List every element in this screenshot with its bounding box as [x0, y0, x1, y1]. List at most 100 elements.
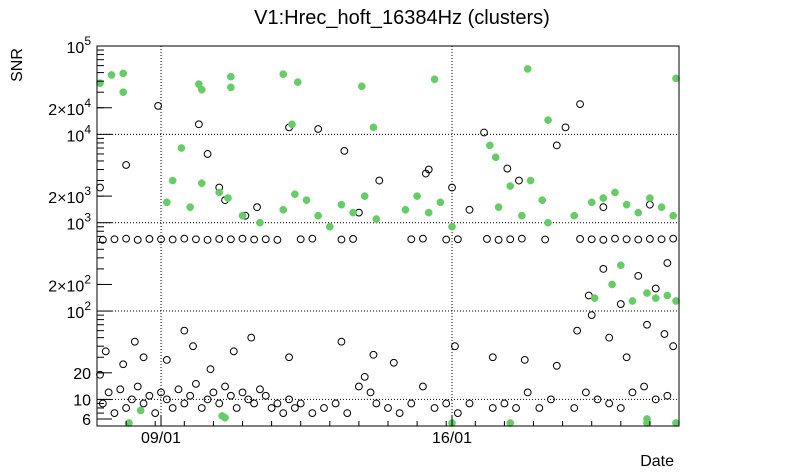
green-cluster-point — [136, 406, 145, 415]
green-cluster-point — [544, 116, 552, 124]
open-cluster-point — [576, 235, 584, 243]
open-cluster-point — [407, 399, 416, 408]
green-cluster-point — [663, 291, 672, 300]
open-cluster-point — [622, 353, 631, 362]
green-cluster-point — [506, 182, 515, 190]
open-cluster-point — [375, 176, 384, 185]
y-tick-label: 102 — [67, 299, 92, 322]
open-cluster-point — [186, 391, 195, 400]
open-cluster-point — [576, 100, 584, 108]
open-cluster-point — [424, 165, 433, 174]
open-cluster-point — [451, 342, 459, 351]
open-cluster-point — [552, 141, 561, 150]
open-cluster-point — [552, 361, 561, 370]
open-cluster-point — [122, 161, 130, 169]
open-cluster-point — [593, 395, 602, 404]
open-cluster-point — [314, 125, 323, 133]
green-cluster-point — [168, 176, 177, 185]
green-cluster-point — [221, 413, 229, 422]
chart-title: V1:Hrec_hoft_16384Hz (clusters) — [254, 7, 550, 29]
open-cluster-point — [157, 388, 165, 397]
open-cluster-point — [535, 404, 544, 412]
open-cluster-point — [145, 391, 154, 400]
y-tick-label: 20 — [73, 366, 91, 383]
green-cluster-point — [325, 222, 334, 231]
open-cluster-point — [308, 234, 317, 243]
open-cluster-point — [133, 382, 142, 391]
open-cluster-point — [261, 391, 270, 400]
open-cluster-point — [520, 355, 529, 364]
open-cluster-point — [162, 355, 171, 364]
open-cluster-point — [465, 205, 474, 214]
open-cluster-point — [407, 235, 416, 244]
open-cluster-point — [506, 235, 515, 244]
open-cluster-point — [151, 409, 160, 417]
x-tick-label: 16/01 — [432, 430, 472, 447]
open-cluster-point — [651, 284, 660, 293]
open-cluster-point — [605, 399, 614, 408]
green-cluster-point — [357, 82, 366, 91]
y-axis-label: SNR — [9, 48, 26, 82]
green-cluster-point — [486, 141, 494, 150]
green-cluster-point — [177, 144, 186, 152]
green-cluster-point — [119, 69, 128, 78]
open-cluster-point — [622, 235, 631, 244]
open-cluster-point — [192, 235, 200, 244]
open-cluster-point — [488, 404, 497, 412]
open-cluster-point — [250, 235, 259, 244]
open-cluster-point — [145, 235, 154, 243]
green-cluster-point — [224, 194, 232, 202]
green-cluster-point — [256, 218, 264, 227]
open-cluster-point — [253, 203, 261, 212]
open-cluster-point — [180, 399, 189, 408]
open-cluster-point — [480, 128, 488, 137]
open-cluster-point — [174, 385, 183, 394]
open-cluster-point — [154, 101, 163, 110]
open-cluster-point — [663, 391, 672, 400]
open-cluster-point — [570, 404, 579, 412]
open-cluster-point — [139, 353, 148, 362]
open-cluster-point — [657, 235, 666, 244]
y-tick-label: 104 — [67, 122, 92, 145]
open-cluster-point — [203, 235, 212, 244]
open-cluster-point — [119, 360, 128, 369]
green-cluster-point — [611, 188, 619, 197]
open-cluster-point — [168, 235, 177, 244]
green-cluster-point — [197, 85, 206, 94]
open-cluster-point — [209, 388, 218, 397]
open-cluster-point — [101, 347, 110, 356]
y-tick-label: 2×102 — [48, 272, 91, 295]
green-cluster-point — [291, 190, 299, 199]
open-cluster-point — [389, 358, 398, 367]
open-cluster-point — [273, 235, 282, 244]
green-cluster-point — [424, 208, 433, 217]
green-cluster-point — [448, 222, 456, 231]
green-cluster-point — [672, 297, 680, 305]
open-cluster-point — [660, 330, 669, 338]
open-cluster-point — [643, 320, 651, 329]
open-cluster-point — [384, 404, 392, 412]
green-cluster-point — [186, 203, 194, 211]
green-cluster-point — [107, 71, 116, 79]
y-tick-label: 2×103 — [48, 184, 91, 207]
open-cluster-point — [515, 176, 523, 185]
y-tick-label: 10 — [73, 392, 91, 409]
open-cluster-point — [337, 337, 346, 346]
green-cluster-point — [279, 205, 288, 214]
green-cluster-point — [227, 83, 235, 92]
green-cluster-point — [538, 196, 547, 204]
open-cluster-point — [419, 382, 427, 391]
open-cluster-point — [651, 395, 660, 404]
open-cluster-point — [238, 234, 247, 243]
x-axis-label: Date — [640, 453, 674, 470]
y-tick-label: 105 — [67, 34, 92, 57]
open-cluster-point — [226, 391, 235, 400]
open-cluster-point — [203, 395, 212, 404]
open-cluster-point — [369, 350, 378, 359]
open-cluster-point — [296, 235, 305, 244]
green-cluster-point — [238, 211, 247, 220]
green-cluster-point — [337, 200, 346, 209]
green-cluster-point — [544, 218, 552, 227]
open-cluster-point — [628, 388, 637, 397]
open-cluster-point — [611, 234, 619, 243]
